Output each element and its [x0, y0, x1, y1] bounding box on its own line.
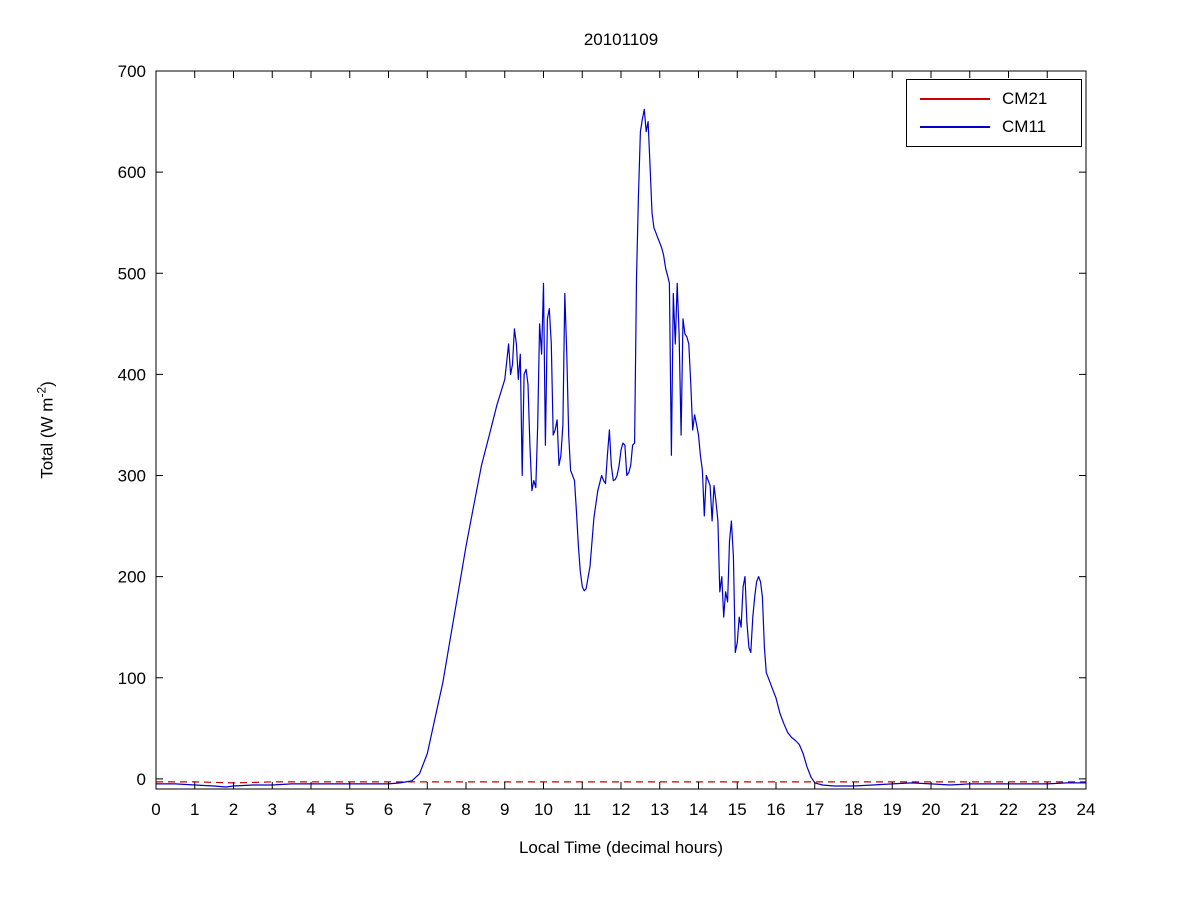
y-tick-label: 200 [118, 568, 146, 587]
y-tick-label: 400 [118, 365, 146, 384]
series-line-cm11 [156, 108, 1086, 788]
x-tick-label: 24 [1077, 800, 1096, 819]
x-tick-label: 16 [767, 800, 786, 819]
y-tick-label: 0 [137, 770, 146, 789]
x-tick-label: 9 [500, 800, 509, 819]
y-tick-label: 300 [118, 467, 146, 486]
x-tick-label: 19 [883, 800, 902, 819]
y-tick-label: 100 [118, 669, 146, 688]
legend-label-cm21: CM21 [1002, 89, 1048, 108]
y-tick-label: 700 [118, 62, 146, 81]
x-axis-label: Local Time (decimal hours) [518, 838, 724, 857]
plot-border [155, 70, 1087, 790]
x-tick-label: 0 [151, 800, 160, 819]
chart-title: 20101109 [583, 30, 659, 49]
x-tick-label: 18 [844, 800, 863, 819]
x-axis: 0 1 2 3 4 5 6 7 8 9 10 11 12 13 14 15 16 17 18 19 20 21 22 23 24 [151, 71, 1095, 819]
legend-line-sample-cm11 [920, 126, 990, 128]
x-tick-label: 23 [1038, 800, 1057, 819]
x-tick-label: 8 [461, 800, 470, 819]
y-axis-label-superscript: -2 [34, 386, 49, 398]
y-axis-label-close: ) [37, 381, 57, 387]
x-tick-label: 7 [423, 800, 432, 819]
y-tick-label: 500 [118, 264, 146, 283]
x-tick-label: 14 [689, 800, 708, 819]
legend-item-cm21: CM21 [907, 85, 1081, 113]
y-axis: 0 100 200 300 400 500 600 700 [118, 62, 1086, 789]
series-group [156, 108, 1086, 788]
legend-item-cm11: CM11 [907, 113, 1081, 141]
x-tick-label: 4 [306, 800, 315, 819]
y-axis-label-text: Total (W m [37, 397, 57, 479]
x-tick-label: 1 [190, 800, 199, 819]
x-tick-label: 6 [384, 800, 393, 819]
legend: CM21 CM11 [906, 79, 1082, 147]
x-tick-label: 21 [960, 800, 979, 819]
y-axis-label: Total (W m-2) [35, 381, 58, 479]
x-tick-label: 22 [999, 800, 1018, 819]
x-tick-label: 10 [534, 800, 553, 819]
legend-label-cm11: CM11 [1002, 117, 1047, 136]
x-tick-label: 12 [612, 800, 631, 819]
x-tick-label: 3 [268, 800, 277, 819]
y-tick-label: 600 [118, 163, 146, 182]
x-tick-label: 17 [805, 800, 824, 819]
legend-line-sample-cm21 [920, 98, 990, 100]
x-tick-label: 13 [650, 800, 669, 819]
x-tick-label: 15 [728, 800, 747, 819]
x-tick-label: 5 [345, 800, 354, 819]
x-tick-label: 20 [922, 800, 941, 819]
x-tick-label: 11 [573, 800, 591, 819]
x-tick-label: 2 [229, 800, 238, 819]
